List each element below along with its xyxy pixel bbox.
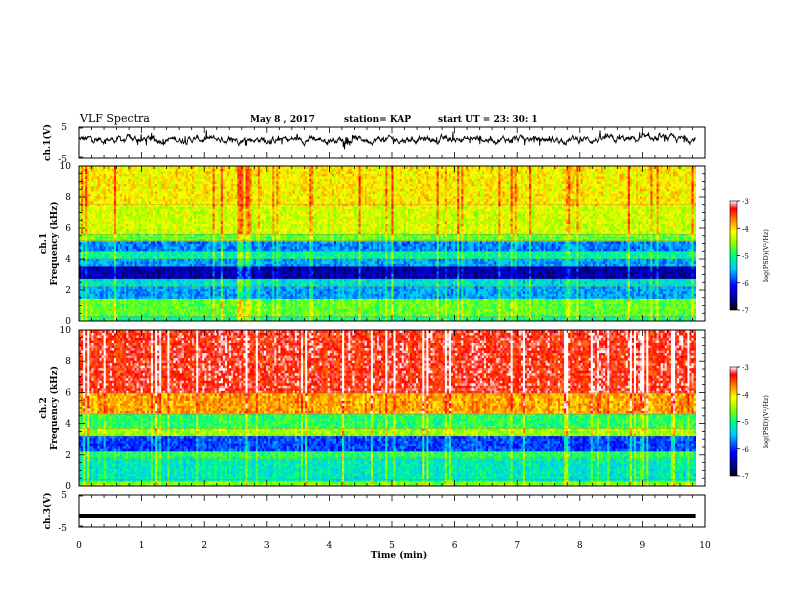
start-time-label: start UT = 23: 30: 1 <box>438 115 538 125</box>
chart-title: VLF Spectra <box>79 112 150 125</box>
ch1-waveform-trace <box>79 130 696 149</box>
y-axis-label: ch.1(V) <box>42 124 53 161</box>
station-label: station= KAP <box>344 115 411 125</box>
spectrogram-cell <box>694 314 696 317</box>
date-label: May 8 , 2017 <box>250 115 315 125</box>
waveform-ch1-panel: 5-5ch.1(V) <box>42 123 705 165</box>
spectrogram-cells <box>79 166 696 321</box>
y-tick-label: 5 <box>61 123 67 133</box>
vlf-spectra-chart: VLF Spectra May 8 , 2017 station= KAP st… <box>0 0 792 612</box>
